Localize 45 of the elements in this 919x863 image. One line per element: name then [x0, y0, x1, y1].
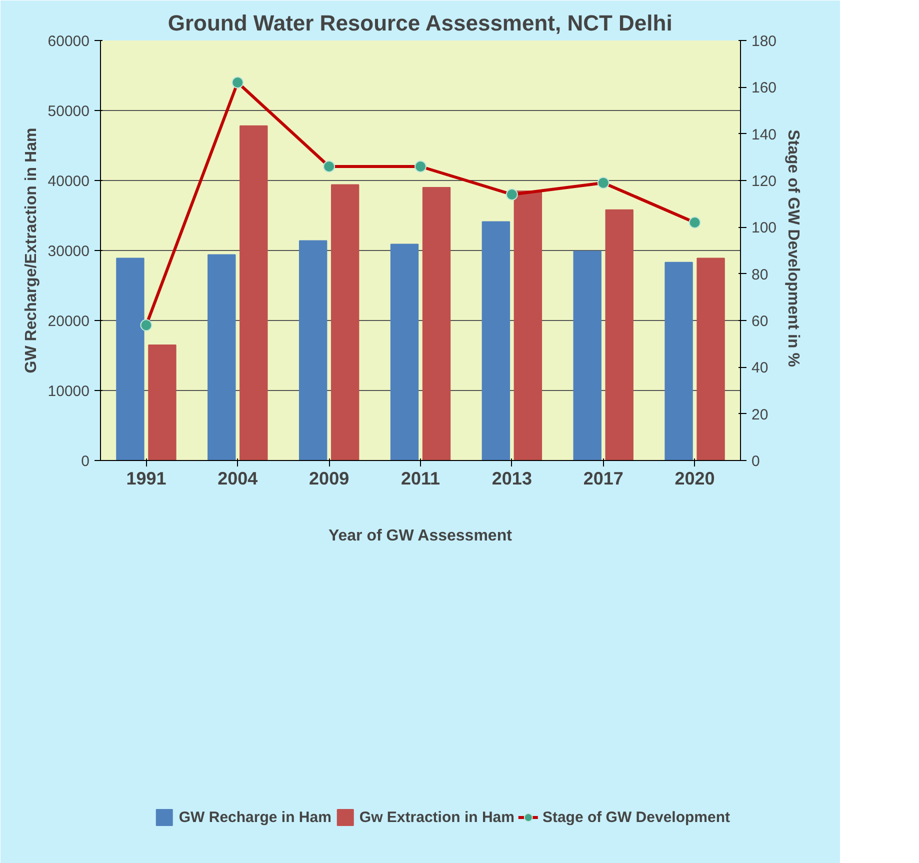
y-tick-label: 50000 — [48, 103, 90, 120]
y2-tick-label: 40 — [752, 360, 768, 377]
y2-tick-label: 80 — [752, 266, 768, 284]
y-tick-label: 0 — [81, 453, 90, 470]
x-tick-label: 2011 — [400, 468, 440, 488]
y2-tick-label: 100 — [752, 220, 777, 237]
y-tick-label: 60000 — [48, 33, 90, 50]
bar — [330, 184, 360, 460]
y-tick-label: 40000 — [48, 173, 90, 190]
legend-label: GW Recharge in Ham — [178, 808, 332, 826]
x-tick-label: 2013 — [492, 468, 532, 488]
y-axis-title: GW Recharge/Extraction in Ham — [22, 128, 40, 374]
bar — [422, 187, 451, 460]
bar — [240, 125, 268, 460]
y-tick-label: 20000 — [48, 313, 90, 330]
y2-tick-label: 160 — [752, 80, 777, 97]
y2-tick-label: 60 — [752, 313, 768, 330]
y-tick-label: 10000 — [48, 383, 90, 400]
y-tick-label: 30000 — [48, 243, 90, 260]
bar — [696, 258, 725, 460]
bar — [482, 221, 510, 460]
x-axis-title: Year of GW Assessment — [328, 528, 513, 544]
bar — [573, 250, 602, 460]
legend-label: Stage of GW Development — [542, 808, 730, 826]
bar — [116, 258, 144, 460]
legend-label: Gw Extraction in Ham — [359, 808, 514, 826]
bar — [148, 344, 176, 460]
y2-tick-label: 0 — [752, 453, 760, 470]
x-tick-label: 2020 — [674, 468, 715, 488]
bar — [390, 244, 419, 460]
y2-axis-title: Stage of GW Development in % — [784, 130, 802, 367]
bar — [605, 209, 634, 460]
x-tick-label: 2004 — [218, 468, 258, 488]
y2-tick-label: 120 — [752, 173, 777, 190]
bar — [664, 262, 693, 460]
chart-title: Ground Water Resource Assessment, NCT Delhi — [168, 10, 672, 36]
x-tick-label: 2009 — [309, 468, 350, 488]
x-tick-label: 1991 — [126, 468, 166, 488]
bar — [298, 240, 328, 460]
y2-tick-label: 20 — [752, 406, 768, 424]
y2-tick-label: 180 — [752, 33, 777, 50]
bar — [514, 190, 542, 460]
bar — [208, 254, 236, 460]
x-tick-label: 2017 — [583, 468, 624, 488]
y2-tick-label: 140 — [752, 126, 777, 144]
